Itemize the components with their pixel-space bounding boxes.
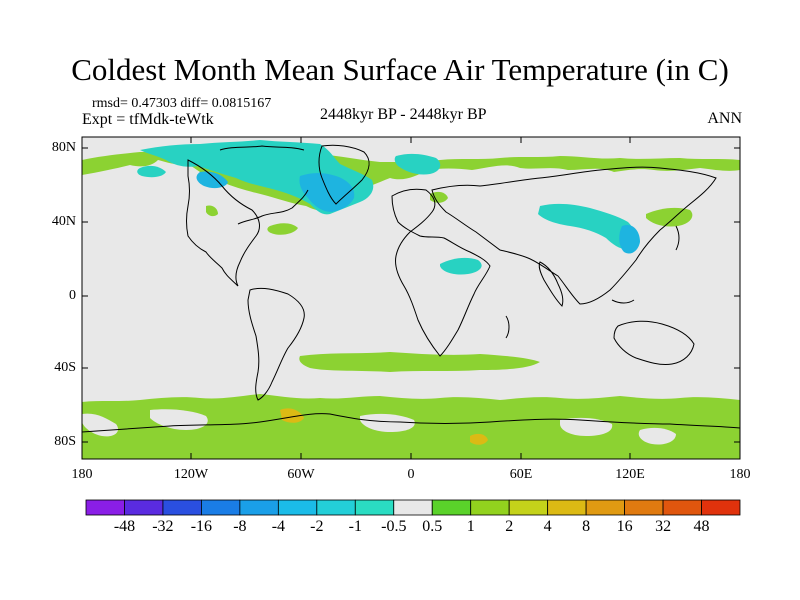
colorbar-label: 1 [466, 518, 475, 535]
latitude-ticks [82, 147, 740, 443]
colorbar-label: 48 [693, 518, 710, 535]
lon-label-120e: 120E [615, 467, 645, 482]
experiment-line: Expt = tfMdk-teWtk [82, 111, 214, 128]
colorbar-label: 4 [543, 518, 552, 535]
anomaly-fields-north [82, 140, 740, 215]
colorbar-label: -0.5 [381, 518, 407, 535]
coastlines [81, 144, 741, 433]
colorbar-swatch [508, 499, 549, 516]
lat-label-40s: 40S [54, 360, 76, 375]
lon-label-60w: 60W [287, 467, 315, 482]
lon-label-60e: 60E [509, 467, 533, 482]
lat-label-80s: 80S [54, 434, 76, 449]
colorbar-swatch [701, 499, 741, 516]
colorbar-label: -2 [310, 518, 324, 535]
period-line: 2448kyr BP - 2448kyr BP [320, 106, 487, 123]
colorbar-label: 16 [616, 518, 633, 535]
colorbar-swatch [162, 499, 202, 516]
colorbar-swatch [85, 499, 125, 516]
colorbar-label: 2 [505, 518, 514, 535]
colorbar-swatch [316, 499, 356, 516]
anomaly-fields-mid [206, 191, 693, 275]
colorbar-label: 32 [655, 518, 672, 535]
colorbar-swatch [547, 499, 587, 516]
colorbar [85, 499, 741, 516]
lat-label-80n: 80N [51, 140, 76, 155]
colorbar-label: -16 [190, 518, 213, 535]
colorbar-swatch [354, 499, 395, 516]
colorbar-swatch [277, 499, 318, 516]
lat-label-40n: 40N [51, 214, 76, 229]
colorbar-label: 0.5 [422, 518, 443, 535]
colorbar-label: -48 [113, 518, 136, 535]
lon-label-180w: 180 [71, 467, 93, 482]
lon-label-180e: 180 [729, 467, 751, 482]
colorbar-swatch [470, 499, 510, 516]
colorbar-swatch [431, 499, 472, 516]
colorbar-swatch [124, 499, 164, 516]
colorbar-swatch [393, 499, 433, 516]
colorbar-label: -8 [233, 518, 247, 535]
lon-label-120w: 120W [173, 467, 209, 482]
lon-label-0: 0 [407, 467, 415, 482]
lat-label-0: 0 [69, 288, 76, 303]
colorbar-swatch [585, 499, 625, 516]
colorbar-swatch [239, 499, 279, 516]
colorbar-swatch [662, 499, 702, 516]
colorbar-swatch [201, 499, 241, 516]
colorbar-label: -32 [152, 518, 174, 535]
colorbar-label: -1 [348, 518, 362, 535]
stats-line: rmsd= 0.47303 diff= 0.0815167 [92, 96, 272, 111]
longitude-ticks [190, 137, 631, 459]
season-label: ANN [707, 110, 742, 127]
map-title: Coldest Month Mean Surface Air Temperatu… [71, 52, 729, 87]
colorbar-label: -4 [271, 518, 286, 535]
colorbar-label: 8 [582, 518, 591, 535]
colorbar-swatch [624, 499, 664, 516]
